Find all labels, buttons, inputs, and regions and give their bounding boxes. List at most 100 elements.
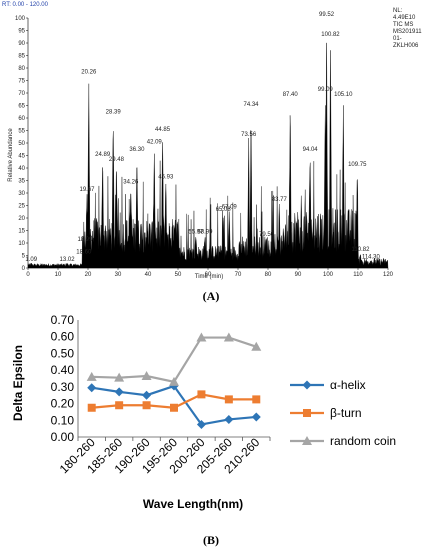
peak-label: 1.09 [25,257,37,263]
x-tick-label-a: 40 [145,272,152,278]
peak-label: 73.56 [241,132,257,138]
y-tick-label-a: 5 [22,254,26,260]
peak-label: 109.75 [348,162,367,168]
peak-label: 105.10 [334,92,353,98]
x-tick-label-a: 30 [115,272,122,278]
x-tick-label-a: 80 [265,272,272,278]
peak-label: 114.30 [362,255,381,261]
y-tick-label-a: 20 [18,216,25,222]
peak-label: 83.77 [272,197,288,203]
peak-label: 18.99 [77,237,93,243]
x-tick-label-a: 10 [55,272,62,278]
retention-time-header: RT: 0.00 - 120.00 [2,2,49,8]
y-tick-label-b: 0.00 [51,430,75,444]
triangle-marker [169,376,179,386]
y-tick-label-a: 25 [18,204,25,210]
square-marker [142,401,151,410]
y-tick-label-a: 45 [18,154,25,160]
legend-label: random coin [330,434,396,448]
y-tick-label-a: 60 [18,116,25,122]
peak-label: 67.09 [222,205,238,211]
y-tick-label-a: 35 [18,179,25,185]
triangle-marker [141,370,152,380]
y-tick-label-a: 80 [18,66,25,72]
series-1 [87,390,261,412]
x-axis-label-b: Wave Length(nm) [143,497,243,511]
peak-label: 55.97 [188,230,204,236]
y-tick-label-a: 30 [18,191,25,197]
y-tick-label-a: 100 [15,16,26,22]
y-tick-label-a: 70 [18,91,25,97]
square-marker [87,403,96,412]
x-tick-label-a: 100 [323,272,334,278]
y-tick-label-a: 90 [18,41,25,47]
square-marker [224,395,233,404]
series-0 [87,381,261,429]
y-tick-label-a: 55 [18,129,25,135]
peak-label: 58.99 [197,230,213,236]
y-tick-label-a: 75 [18,79,25,85]
x-tick-label-a: 70 [235,272,242,278]
peak-label: 74.34 [244,102,260,108]
peak-label: 100.82 [321,32,340,38]
x-tick-label-a: 20 [85,272,92,278]
square-marker [170,403,178,412]
peak-label: 29.48 [109,157,125,163]
panel-label-a: (A) [203,289,220,303]
x-axis-label-a: Time (min) [195,274,223,280]
legend-label: β-turn [330,406,362,420]
chromatogram-trace [27,42,389,269]
y-tick-label-a: 95 [18,29,25,35]
y-tick-label-b: 0.20 [51,397,75,411]
nl-line: 01- [393,36,402,42]
nl-line: MS201911 [393,29,422,35]
y-tick-label-a: 0 [22,266,26,272]
peak-label: 18.60 [76,250,92,256]
y-tick-label-b: 0.30 [51,380,75,394]
triangle-marker [196,332,207,342]
square-marker [252,395,261,404]
x-tick-label-a: 120 [383,272,394,278]
nl-line: NL: [393,8,403,14]
cd-spectrum-chart: Delta Epsilon Wave Length(nm) 0.00 0.10 0.… [11,313,396,547]
triangle-marker [114,372,125,382]
nl-line: ZKLH006 [393,43,419,49]
y-tick-label-b: 0.70 [51,313,75,327]
triangle-marker [86,371,97,381]
diamond-marker [87,383,97,393]
legend: α-helix β-turn random coin [290,378,396,448]
legend-label: α-helix [330,378,366,392]
diamond-marker [142,390,152,400]
series-line [91,336,257,384]
y-axis-label-a: Relative Abundance [8,128,14,182]
y-tick-label-a: 85 [18,54,25,60]
y-tick-label-a: 15 [18,229,25,235]
triangle-marker [223,332,234,342]
x-tick-label-a: 90 [295,272,302,278]
diamond-marker [251,412,261,422]
peak-label: 13.02 [60,257,76,263]
peak-label: 20.26 [81,70,97,76]
triangle-marker [302,436,312,445]
nl-line: 4.49E10 [393,15,416,21]
peak-label: 34.26 [123,180,139,186]
peak-label: 45.93 [158,175,174,181]
y-axis-label-b: Delta Epsilon [11,345,25,421]
peak-label: 28.39 [106,110,122,116]
peak-label: 24.89 [95,152,111,158]
y-tick-label-b: 0.10 [51,413,75,427]
y-tick-label-b: 0.40 [51,363,75,377]
peak-label: 79.50 [259,232,275,238]
nl-line: TIC MS [393,22,413,28]
peak-label: 87.40 [283,92,299,98]
y-tick-label-a: 40 [18,166,25,172]
series-group [86,332,262,429]
diamond-marker [196,419,206,429]
triangle-marker [251,341,262,351]
series-2 [86,332,262,386]
square-marker [197,390,206,399]
x-tick-label-a: 110 [353,272,363,278]
